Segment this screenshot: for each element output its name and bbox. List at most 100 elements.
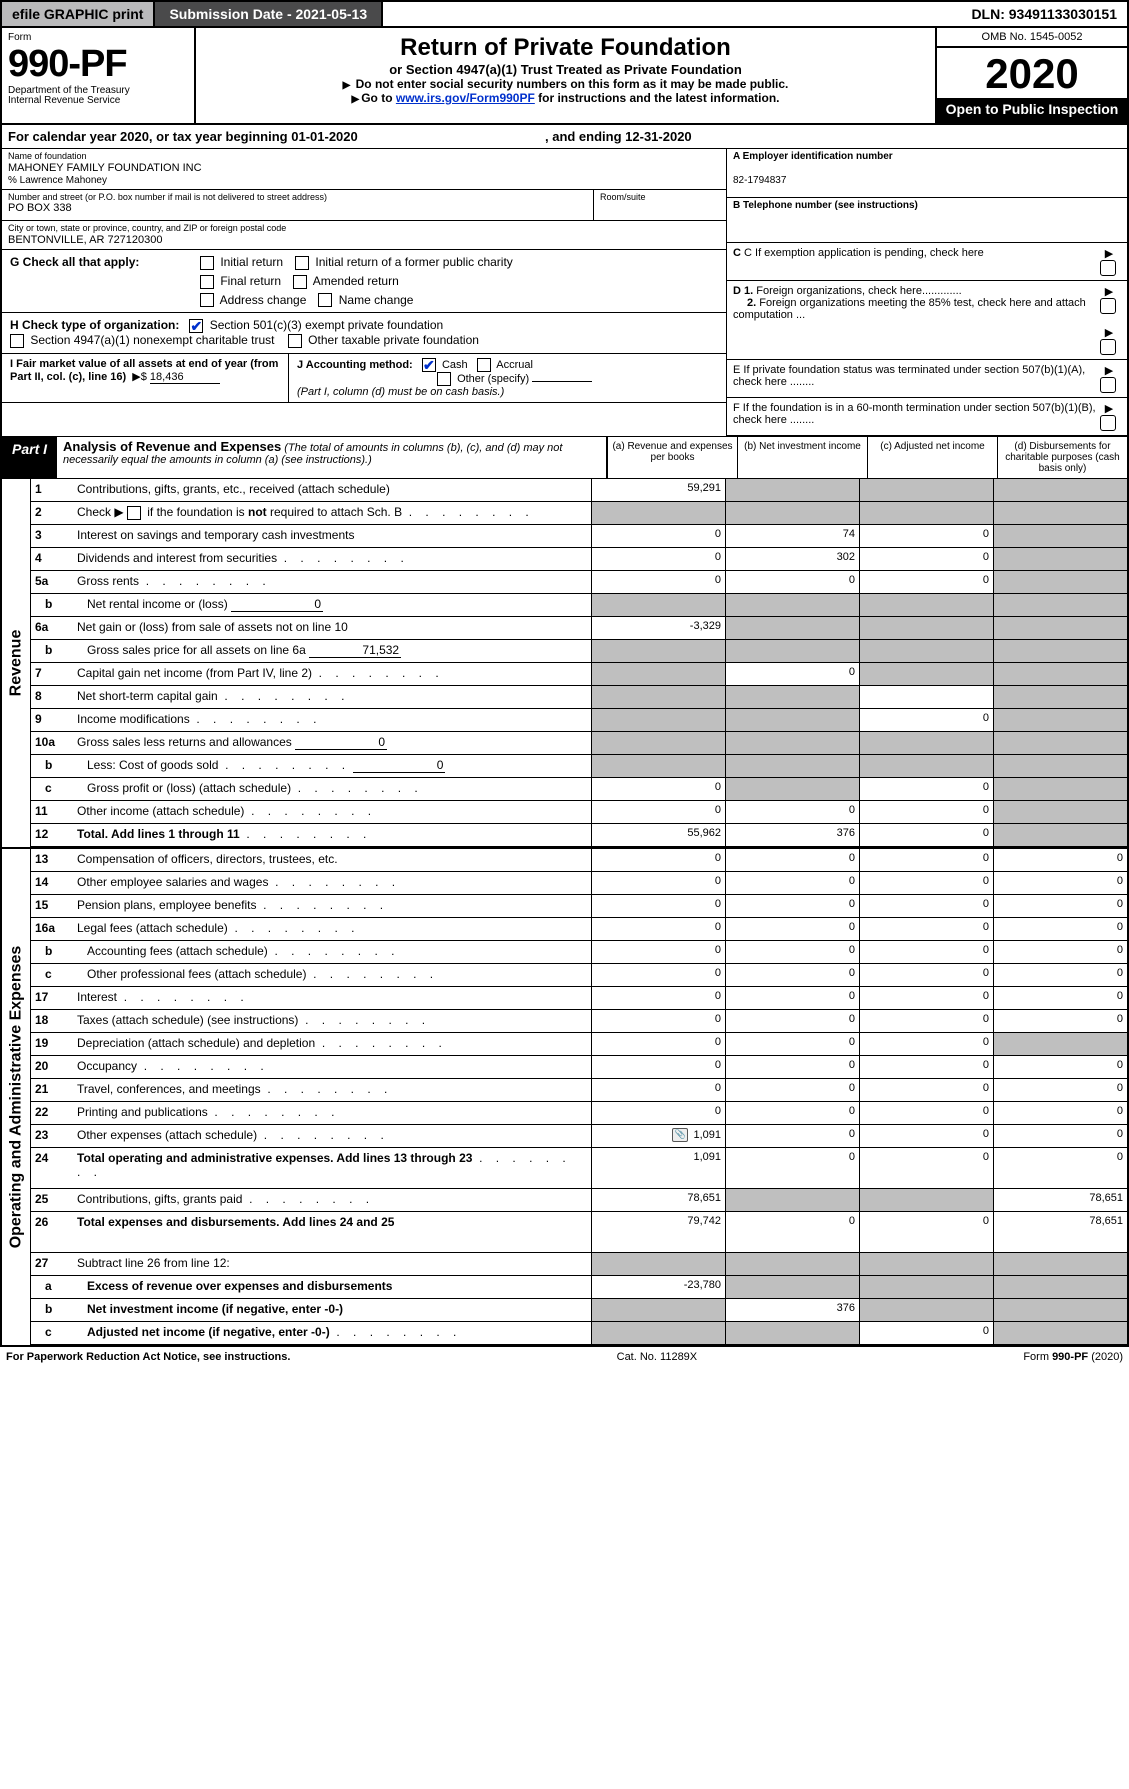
chk-final-return[interactable]	[200, 275, 214, 289]
chk-c[interactable]	[1100, 260, 1116, 276]
row-num: 23	[31, 1125, 73, 1147]
attachment-icon[interactable]: 📎	[672, 1128, 688, 1142]
chk-accrual[interactable]	[477, 358, 491, 372]
cell-27c-c: 0	[859, 1322, 993, 1344]
chk-other-taxable[interactable]	[288, 334, 302, 348]
row-27: 27Subtract line 26 from line 12:	[31, 1253, 1127, 1276]
form-subtitle: or Section 4947(a)(1) Trust Treated as P…	[202, 62, 929, 77]
row-desc: Other expenses (attach schedule) . . . .…	[73, 1125, 591, 1147]
cell-1-d	[993, 479, 1127, 501]
cell-10b-b	[725, 755, 859, 777]
chk-name-change[interactable]	[318, 293, 332, 307]
row-8: 8Net short-term capital gain . . . . . .…	[31, 686, 1127, 709]
cell-16b-b: 0	[725, 941, 859, 963]
row-num: c	[31, 778, 83, 800]
cell-7-c	[859, 663, 993, 685]
row-10a: 10aGross sales less returns and allowanc…	[31, 732, 1127, 755]
row-desc: Less: Cost of goods sold . . . . . . . .…	[83, 755, 591, 777]
cell-27b-d	[993, 1299, 1127, 1321]
row-26: 26Total expenses and disbursements. Add …	[31, 1212, 1127, 1253]
chk-4947[interactable]	[10, 334, 24, 348]
cell-5a-d	[993, 571, 1127, 593]
row-num: b	[31, 640, 83, 662]
cell-22-d: 0	[993, 1102, 1127, 1124]
row-13: 13Compensation of officers, directors, t…	[31, 849, 1127, 872]
top-bar: efile GRAPHIC print Submission Date - 20…	[0, 0, 1129, 28]
cell-16b-a: 0	[591, 941, 725, 963]
cell-24-c: 0	[859, 1148, 993, 1188]
cell-22-c: 0	[859, 1102, 993, 1124]
cell-16a-c: 0	[859, 918, 993, 940]
chk-address-change[interactable]	[200, 293, 214, 307]
cell-14-b: 0	[725, 872, 859, 894]
chk-501c3[interactable]	[189, 319, 203, 333]
cell-24-d: 0	[993, 1148, 1127, 1188]
cell-21-a: 0	[591, 1079, 725, 1101]
row-desc: Accounting fees (attach schedule) . . . …	[83, 941, 591, 963]
irs-link[interactable]: www.irs.gov/Form990PF	[396, 91, 535, 105]
row-24: 24Total operating and administrative exp…	[31, 1148, 1127, 1189]
cell-10a-d	[993, 732, 1127, 754]
chk-other-method[interactable]	[437, 372, 451, 386]
cell-27-c	[859, 1253, 993, 1275]
cell-14-d: 0	[993, 872, 1127, 894]
cell-16c-d: 0	[993, 964, 1127, 986]
cell-8-a	[591, 686, 725, 708]
row-desc: Net gain or (loss) from sale of assets n…	[73, 617, 591, 639]
cell-4-b: 302	[725, 548, 859, 570]
cell-23-c: 0	[859, 1125, 993, 1147]
cell-10a-c	[859, 732, 993, 754]
cell-20-b: 0	[725, 1056, 859, 1078]
cell-17-a: 0	[591, 987, 725, 1009]
row-21: 21Travel, conferences, and meetings . . …	[31, 1079, 1127, 1102]
col-b-head: (b) Net investment income	[737, 437, 867, 478]
header-left: Form 990-PF Department of the Treasury I…	[2, 28, 196, 123]
row-num: 3	[31, 525, 73, 547]
revenue-section: Revenue 1Contributions, gifts, grants, e…	[0, 479, 1129, 849]
cell-18-c: 0	[859, 1010, 993, 1032]
cell-27c-a	[591, 1322, 725, 1344]
irs: Internal Revenue Service	[8, 96, 188, 106]
cell-25-c	[859, 1189, 993, 1211]
cell-13-a: 0	[591, 849, 725, 871]
cell-16b-d: 0	[993, 941, 1127, 963]
cell-8-c	[859, 686, 993, 708]
row-6b: bGross sales price for all assets on lin…	[31, 640, 1127, 663]
row-desc: Interest on savings and temporary cash i…	[73, 525, 591, 547]
row-num: 27	[31, 1253, 73, 1275]
cell-10c-c: 0	[859, 778, 993, 800]
cell-15-c: 0	[859, 895, 993, 917]
cell-17-b: 0	[725, 987, 859, 1009]
cell-21-b: 0	[725, 1079, 859, 1101]
row-desc: Other employee salaries and wages . . . …	[73, 872, 591, 894]
efile-label[interactable]: efile GRAPHIC print	[2, 2, 155, 26]
chk-d2[interactable]	[1100, 339, 1116, 355]
city-cell: City or town, state or province, country…	[2, 221, 726, 250]
row-4: 4Dividends and interest from securities …	[31, 548, 1127, 571]
cell-12-b: 376	[725, 824, 859, 846]
footer-center: Cat. No. 11289X	[617, 1351, 698, 1363]
chk-initial-return[interactable]	[200, 256, 214, 270]
i-j-row: I Fair market value of all assets at end…	[2, 354, 726, 403]
chk-f[interactable]	[1100, 415, 1116, 431]
open-public: Open to Public Inspection	[937, 98, 1127, 123]
form-title: Return of Private Foundation	[202, 34, 929, 62]
row-desc: Check ▶ if the foundation is not require…	[73, 502, 591, 524]
chk-amended-return[interactable]	[293, 275, 307, 289]
cell-11-b: 0	[725, 801, 859, 823]
cell-27a-c	[859, 1276, 993, 1298]
cell-24-a: 1,091	[591, 1148, 725, 1188]
cell-20-c: 0	[859, 1056, 993, 1078]
cell-27a-d	[993, 1276, 1127, 1298]
chk-schb[interactable]	[127, 506, 141, 520]
cell-7-d	[993, 663, 1127, 685]
row-3: 3Interest on savings and temporary cash …	[31, 525, 1127, 548]
chk-cash[interactable]	[422, 358, 436, 372]
chk-e[interactable]	[1100, 377, 1116, 393]
row-12: 12Total. Add lines 1 through 11 . . . . …	[31, 824, 1127, 847]
cell-15-b: 0	[725, 895, 859, 917]
chk-initial-former[interactable]	[295, 256, 309, 270]
cell-18-d: 0	[993, 1010, 1127, 1032]
chk-d1[interactable]	[1100, 298, 1116, 314]
cell-9-d	[993, 709, 1127, 731]
